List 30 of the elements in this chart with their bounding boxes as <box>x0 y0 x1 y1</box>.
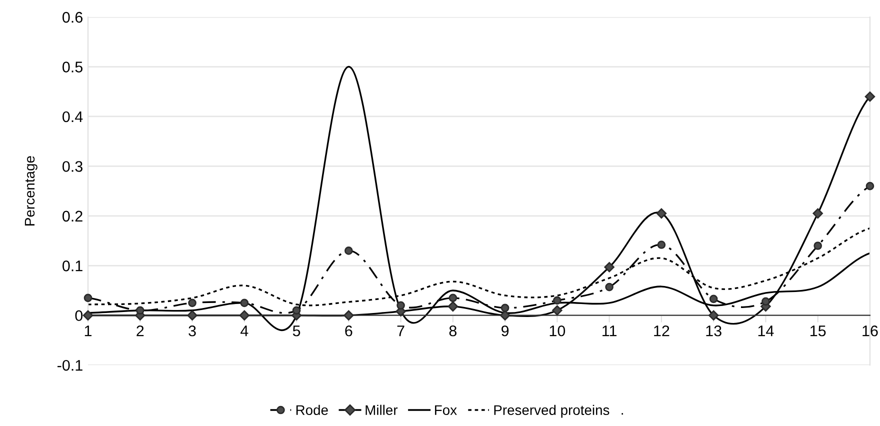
x-tick-label: 11 <box>602 326 616 336</box>
x-tick-label: 13 <box>706 325 722 336</box>
x-tick-label: 16 <box>862 325 878 336</box>
y-tick-label: 0.1 <box>62 260 82 272</box>
x-tick-label: 8 <box>449 325 457 336</box>
x-tick-label: 3 <box>188 325 196 336</box>
y-axis-title: Percentage <box>24 156 38 226</box>
x-tick-label: 15 <box>810 326 826 336</box>
x-tick-label: 10 <box>550 325 566 336</box>
legend-label: Fox <box>435 405 457 416</box>
y-tick-label: 0.2 <box>62 210 82 222</box>
x-tick-label: 4 <box>240 326 248 336</box>
x-tick-label: 9 <box>502 325 509 336</box>
y-tick-label: 0.3 <box>62 161 82 172</box>
y-tick-label: -0.1 <box>57 360 82 371</box>
y-tick-label: 0.4 <box>62 111 83 122</box>
y-tick-label: 0 <box>75 310 83 322</box>
y-tick-label: 0.6 <box>62 12 82 23</box>
y-tick-label: 0.5 <box>62 62 82 72</box>
x-tick-label: 7 <box>397 326 404 336</box>
x-tick-label: 2 <box>136 325 144 336</box>
legend-label: Rode <box>296 404 328 416</box>
text: . <box>622 413 623 415</box>
x-tick-label: 1 <box>84 326 92 336</box>
legend-label: Preserved proteins <box>494 404 610 418</box>
x-tick-label: 6 <box>345 325 352 336</box>
x-tick-label: 5 <box>292 326 300 336</box>
x-tick-label: 12 <box>654 325 670 336</box>
x-tick-label: 14 <box>758 326 774 336</box>
legend-label: Miller <box>366 404 398 416</box>
